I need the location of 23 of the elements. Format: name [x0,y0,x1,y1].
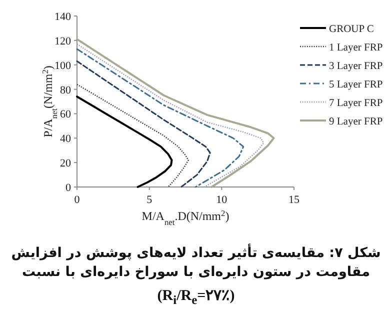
legend-label: 3 Layer FRP [329,61,383,72]
legend-label: 9 Layer FRP [329,116,383,128]
legend-label: 1 Layer FRP [329,42,383,54]
y-tick-label: 20 [60,158,72,170]
x-axis-title: M/A$_{net}$.D(N/mm$^{2}$) [142,208,230,226]
y-tick-label: 80 [60,84,72,96]
text: شکل ۷: مقایسه‌ی تأثیر تعداد لایه‌های پوشش در افزایش مقاومت در ستون دایره‌ای با سوراخ دایره‌ای با نسبت [10,244,382,282]
y-tick-label: 40 [60,133,72,146]
legend-label: 5 Layer FRP [329,80,383,90]
y-tick-label: 140 [54,11,72,23]
y-tick-label: 0 [66,182,72,194]
legend-label: GROUP C [329,24,374,35]
x-tick-label: 5 [146,194,153,206]
x-tick-label: 15 [288,194,300,206]
y-tick-label: 60 [60,108,72,121]
line-series [76,96,173,188]
y-tick-label: 120 [54,35,72,48]
y-tick-label: 100 [54,60,72,72]
x-tick-label: 0 [74,194,80,206]
line-series [76,60,211,188]
x-tick-label: 10 [216,194,228,206]
legend-label: 7 Layer FRP [329,98,383,109]
line-series [76,84,190,188]
